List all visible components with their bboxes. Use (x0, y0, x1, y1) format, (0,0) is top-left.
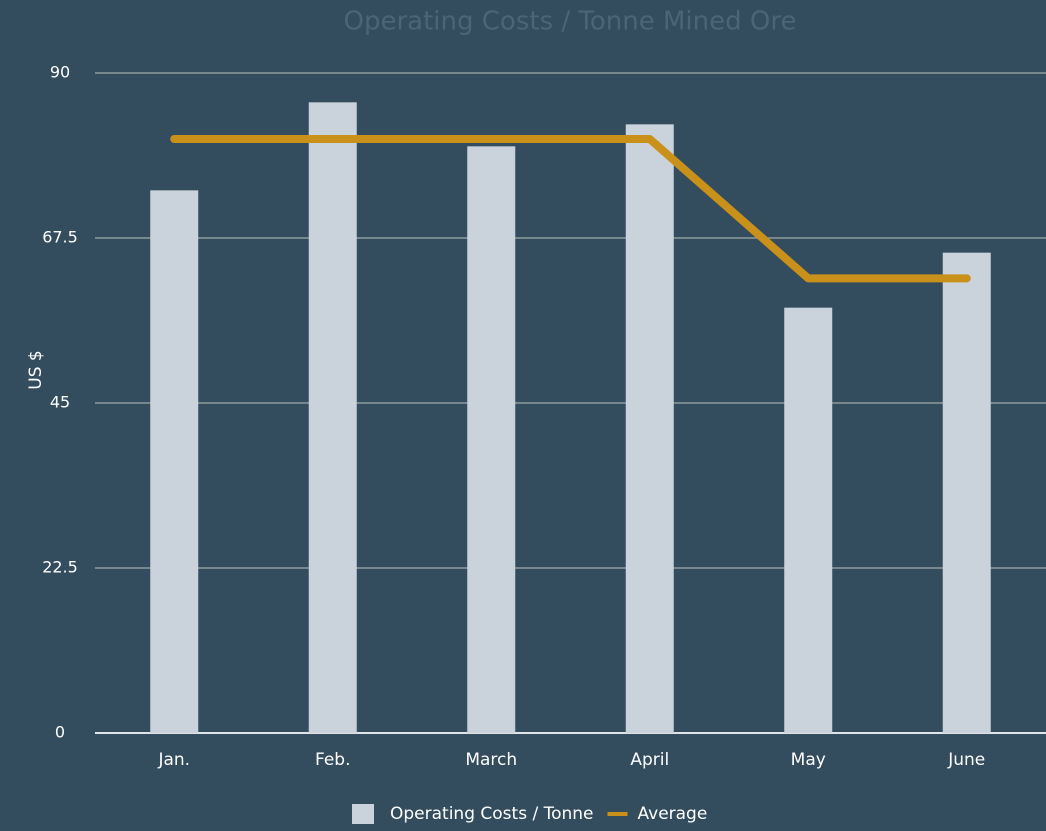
x-tick-label: June (947, 750, 985, 770)
chart-title: Operating Costs / Tonne Mined Ore (344, 7, 797, 37)
legend-label: Operating Costs / Tonne (390, 804, 594, 824)
y-tick-label: 22.5 (42, 558, 78, 577)
bar (942, 252, 991, 733)
bar (625, 124, 674, 734)
x-tick-label: Jan. (157, 750, 190, 770)
bar (150, 190, 199, 734)
bar (784, 307, 833, 733)
x-tick-label: Feb. (315, 750, 351, 770)
y-tick-label: 0 (55, 723, 65, 742)
y-tick-label: 45 (50, 393, 70, 412)
legend-swatch (352, 804, 374, 824)
average-line (170, 135, 971, 283)
x-tick-label: March (465, 750, 517, 770)
y-tick-label: 90 (50, 63, 70, 82)
x-tick-label: April (630, 750, 669, 770)
y-tick-label: 67.5 (42, 228, 78, 247)
bar (308, 102, 357, 734)
x-tick-label: May (791, 750, 826, 770)
legend-label: Average (638, 804, 708, 824)
bar (467, 146, 516, 734)
y-axis-label: US $ (26, 350, 46, 389)
